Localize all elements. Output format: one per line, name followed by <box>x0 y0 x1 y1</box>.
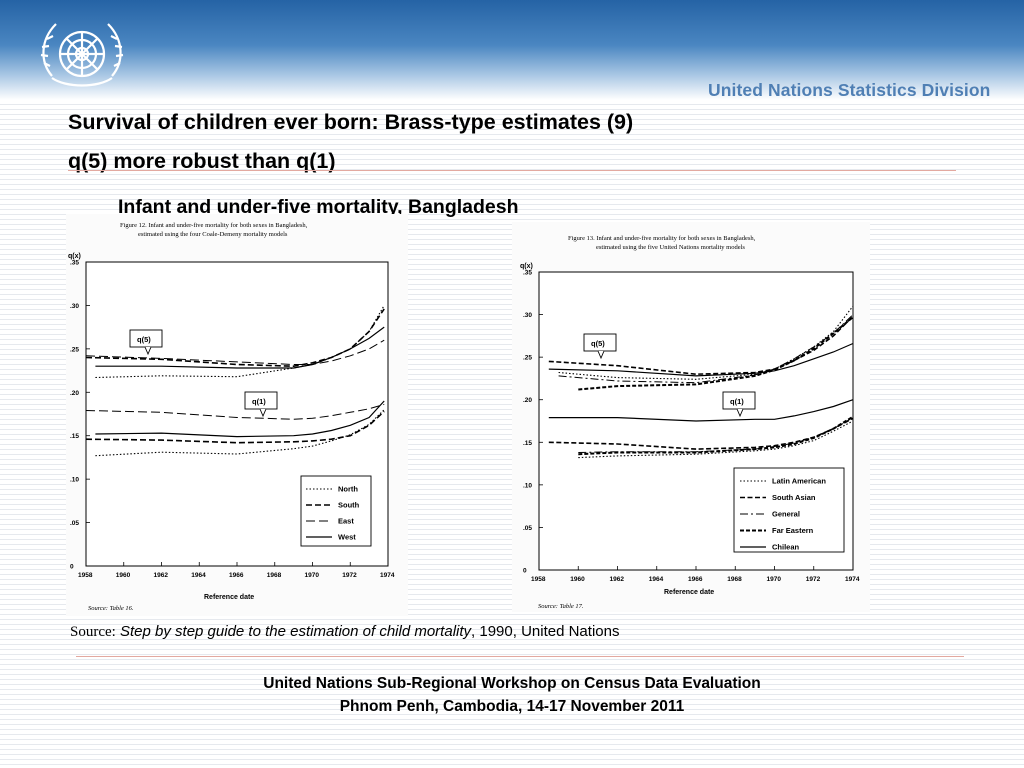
figure-13: Figure 13. Infant and under-five mortali… <box>512 222 870 612</box>
x-tick-label: 1962 <box>610 576 625 583</box>
y-tick-label: .35 <box>523 270 532 277</box>
figure-13-annotation-q1: q(1) <box>722 391 756 418</box>
y-tick-label: .15 <box>70 433 79 440</box>
x-tick-label: 1970 <box>305 572 320 579</box>
figure-12-caption-line-1: Figure 12. Infant and under-five mortali… <box>120 222 308 229</box>
division-name: United Nations Statistics Division <box>708 80 991 100</box>
x-tick-label: 1958 <box>78 572 93 579</box>
x-tick-label: 1974 <box>845 576 860 583</box>
x-tick-label: 1972 <box>806 576 821 583</box>
un-emblem-icon <box>40 23 124 87</box>
footer-line-1: United Nations Sub-Regional Workshop on … <box>263 675 761 692</box>
figure-12-tick-labels: 0 .05 .10 .15 .20 .25 .30 .35 1958 1960 1962 1964 19… <box>70 260 395 580</box>
x-tick-label: 1968 <box>727 576 742 583</box>
x-tick-label: 1960 <box>116 572 131 579</box>
figure-13-q5-label: q(5) <box>591 339 605 348</box>
legend-label-general: General <box>772 510 800 519</box>
y-tick-label: .15 <box>523 440 532 447</box>
x-tick-label: 1964 <box>191 572 206 579</box>
source-citation: Source: Step by step guide to the estima… <box>70 623 619 641</box>
legend-label-west: West <box>338 533 356 542</box>
y-tick-label: .10 <box>70 477 79 484</box>
source-details: , 1990, United Nations <box>471 623 620 640</box>
legend-label-far-eastern: Far Eastern <box>772 526 814 535</box>
legend-label-south: South <box>338 501 360 510</box>
figure-12-legend: North South East West <box>300 475 372 547</box>
figure-13-source: Source: Table 17. <box>538 603 584 610</box>
y-tick-label: .10 <box>523 482 532 489</box>
series-latin-american-q-1 <box>578 420 854 459</box>
figure-13-xlabel: Reference date <box>664 589 714 596</box>
figure-13-legend: Latin American South Asian General Far East… <box>733 467 845 553</box>
legend-label-latin-american: Latin American <box>772 477 826 486</box>
x-tick-label: 1968 <box>267 572 282 579</box>
figure-12-series <box>85 305 385 457</box>
x-tick-label: 1974 <box>380 572 395 579</box>
y-tick-label: .20 <box>70 390 79 397</box>
series-south-q-1 <box>85 410 385 444</box>
title-line-1: Survival of children ever born: Brass-ty… <box>68 110 634 134</box>
x-tick-label: 1966 <box>688 576 703 583</box>
slide-title: Survival of children ever born: Brass-ty… <box>68 103 633 181</box>
figure-12-q1-label: q(1) <box>252 397 266 406</box>
y-tick-label: .25 <box>523 355 532 362</box>
y-tick-label: .05 <box>70 520 79 527</box>
legend-label-chilean: Chilean <box>772 543 800 552</box>
figure-12-ylabel: q(x) <box>68 253 81 260</box>
y-tick-label: .20 <box>523 397 532 404</box>
series-south-q-5 <box>85 308 385 368</box>
title-rule <box>68 170 956 171</box>
source-lead: Source: <box>70 624 116 640</box>
figure-12-caption-line-2: estimated using the four Coale-Demeny mo… <box>138 231 288 238</box>
x-tick-label: 1972 <box>342 572 357 579</box>
y-tick-label: .35 <box>70 260 79 267</box>
title-line-2: q(5) more robust than q(1) <box>68 149 336 173</box>
figure-12-svg: Figure 12. Infant and under-five mortali… <box>68 222 395 612</box>
header-band <box>0 0 1024 100</box>
source-title: Step by step guide to the estimation of … <box>120 623 472 640</box>
figure-13-caption-line-1: Figure 13. Infant and under-five mortali… <box>568 235 756 242</box>
series-west-q-1 <box>95 400 385 438</box>
y-tick-label: .05 <box>523 525 532 532</box>
x-tick-label: 1960 <box>570 576 585 583</box>
figure-13-tick-labels: 0 .05 .10 .15 .20 .25 .30 .35 1958 1960 1962 1964 19… <box>523 270 860 584</box>
x-tick-label: 1970 <box>767 576 782 583</box>
figure-12-xlabel: Reference date <box>204 594 254 601</box>
footer-line-2: Phnom Penh, Cambodia, 14-17 November 201… <box>339 698 685 715</box>
y-tick-label: 0 <box>70 564 74 571</box>
legend-label-east: East <box>338 517 354 526</box>
figure-12-annotation-q1: q(1) <box>244 391 278 418</box>
x-tick-label: 1966 <box>229 572 244 579</box>
figure-12-q5-label: q(5) <box>137 335 151 344</box>
series-far-eastern-q-5 <box>578 316 854 391</box>
series-chilean-q-5 <box>548 342 854 377</box>
figure-13-caption-line-2: estimated using the five United Nations … <box>596 244 745 251</box>
legend-label-south-asian: South Asian <box>772 493 816 502</box>
slide-subtitle: Infant and under-five mortality, Banglad… <box>118 196 519 218</box>
series-chilean-q-1 <box>548 399 854 422</box>
y-tick-label: .30 <box>70 303 79 310</box>
figure-13-q1-label: q(1) <box>730 397 744 406</box>
y-tick-label: .25 <box>70 346 79 353</box>
y-tick-label: 0 <box>523 568 527 575</box>
x-tick-label: 1962 <box>154 572 169 579</box>
series-north-q-1 <box>95 409 385 457</box>
footer-rule <box>76 656 964 657</box>
figure-12-source: Source: Table 16. <box>88 605 134 612</box>
legend-label-north: North <box>338 485 358 494</box>
series-east-q-1 <box>85 403 385 420</box>
series-general-q-1 <box>578 417 854 453</box>
y-tick-label: .30 <box>523 312 532 319</box>
figure-13-ylabel: q(x) <box>520 263 533 270</box>
figure-13-series <box>548 305 854 459</box>
figure-12: Figure 12. Infant and under-five mortali… <box>66 214 408 616</box>
figure-13-svg: Figure 13. Infant and under-five mortali… <box>520 235 860 610</box>
x-tick-label: 1964 <box>649 576 664 583</box>
figure-12-annotation-q5: q(5) <box>129 329 163 356</box>
x-tick-label: 1958 <box>531 576 546 583</box>
series-west-q-5 <box>95 326 385 369</box>
figure-13-annotation-q5: q(5) <box>583 333 617 360</box>
